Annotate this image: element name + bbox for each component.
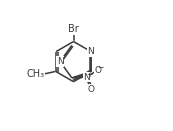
Text: O: O [87,85,94,94]
Text: N: N [57,57,63,66]
Text: O: O [94,66,101,75]
Text: N: N [88,47,94,56]
Text: CH₃: CH₃ [26,69,44,79]
Text: N: N [83,73,90,82]
Text: +: + [86,70,93,79]
Text: Br: Br [68,24,79,34]
Text: −: − [97,63,104,72]
